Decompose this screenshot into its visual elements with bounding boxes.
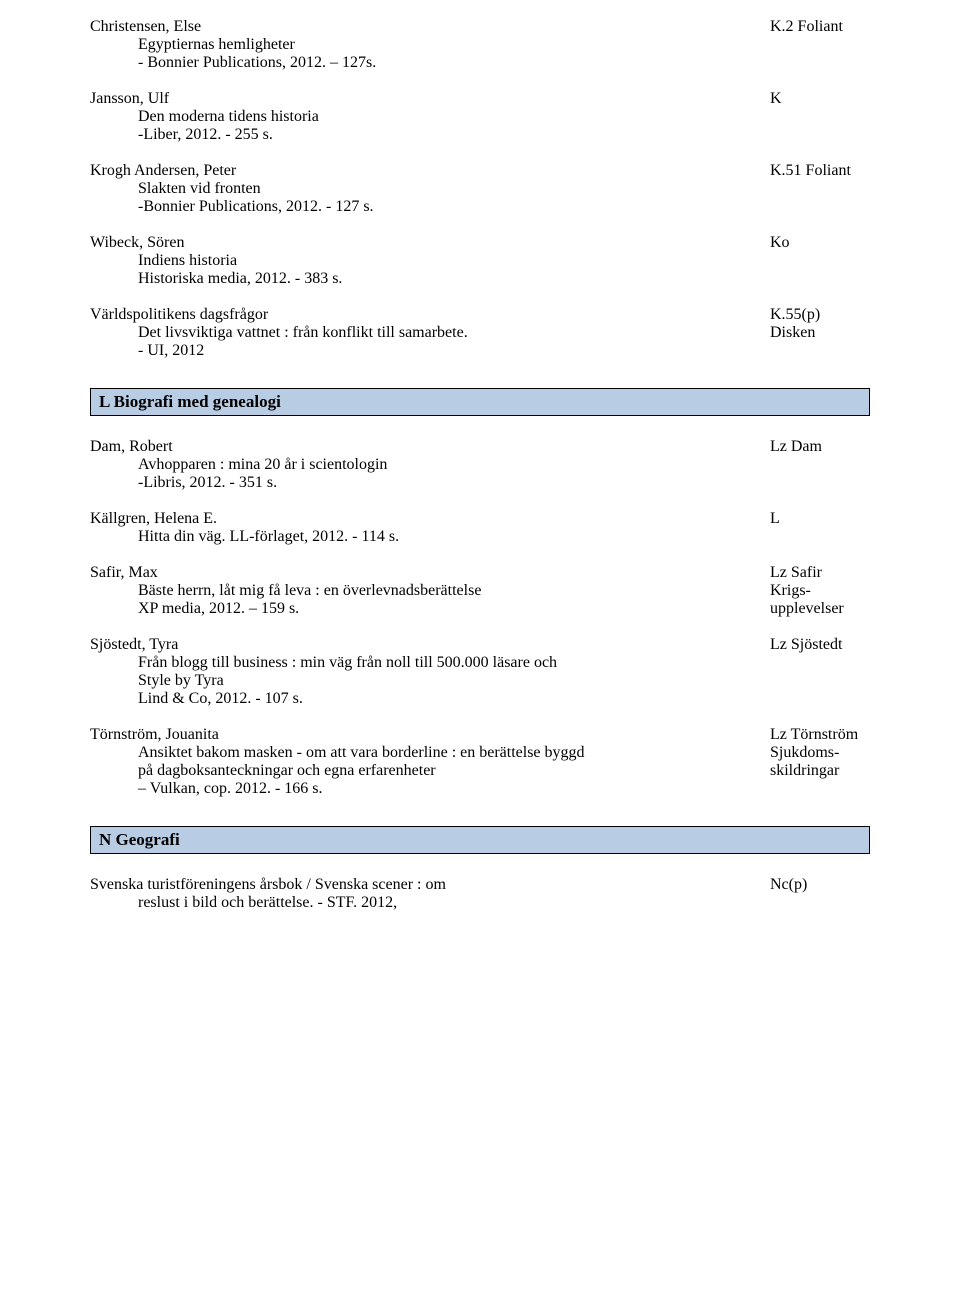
section-header-N: N Geografi <box>90 826 870 854</box>
entry-detail: reslust i bild och berättelse. - STF. 20… <box>90 894 870 912</box>
author: Jansson, Ulf <box>90 90 750 108</box>
entry-detail: XP media, 2012. – 159 s. <box>90 600 750 618</box>
classification-code: Krigs- <box>750 582 870 600</box>
entry-detail: Lind & Co, 2012. - 107 s. <box>90 690 870 708</box>
classification-code: Nc(p) <box>750 876 870 894</box>
classification-code: L <box>750 510 870 528</box>
classification-code: skildringar <box>750 762 870 780</box>
classification-code: Disken <box>750 324 870 342</box>
classification-code: Lz Dam <box>750 438 870 456</box>
entry-detail: -Bonnier Publications, 2012. - 127 s. <box>90 198 870 216</box>
author: Krogh Andersen, Peter <box>90 162 750 180</box>
author: Världspolitikens dagsfrågor <box>90 306 750 324</box>
classification-code: K.2 Foliant <box>750 18 870 36</box>
entry-detail: Egyptiernas hemligheter <box>90 36 870 54</box>
author: Törnström, Jouanita <box>90 726 750 744</box>
bib-entry: Världspolitikens dagsfrågor K.55(p) Det … <box>90 306 870 360</box>
entry-detail: -Libris, 2012. - 351 s. <box>90 474 870 492</box>
entry-detail: Style by Tyra <box>90 672 870 690</box>
bib-entry: Törnström, Jouanita Lz Törnström Ansikte… <box>90 726 870 798</box>
entry-detail: - Bonnier Publications, 2012. – 127s. <box>90 54 870 72</box>
author: Christensen, Else <box>90 18 750 36</box>
entry-detail: – Vulkan, cop. 2012. - 166 s. <box>90 780 870 798</box>
classification-code: K.55(p) <box>750 306 870 324</box>
classification-code: Lz Sjöstedt <box>750 636 870 654</box>
author: Svenska turistföreningens årsbok / Svens… <box>90 876 750 894</box>
section-header-L: L Biografi med genealogi <box>90 388 870 416</box>
entry-detail: Avhopparen : mina 20 år i scientologin <box>90 456 870 474</box>
classification-code: K <box>750 90 870 108</box>
bib-entry: Wibeck, Sören Ko Indiens historia Histor… <box>90 234 870 288</box>
entry-detail: Det livsviktiga vattnet : från konflikt … <box>90 324 750 342</box>
bib-entry: Dam, Robert Lz Dam Avhopparen : mina 20 … <box>90 438 870 492</box>
classification-code: Lz Safir <box>750 564 870 582</box>
classification-code: upplevelser <box>750 600 870 618</box>
bib-entry: Safir, Max Lz Safir Bäste herrn, låt mig… <box>90 564 870 618</box>
bib-entry: Jansson, Ulf K Den moderna tidens histor… <box>90 90 870 144</box>
entry-detail: - UI, 2012 <box>90 342 870 360</box>
author: Safir, Max <box>90 564 750 582</box>
entry-detail: på dagboksanteckningar och egna erfarenh… <box>90 762 750 780</box>
bib-entry: Källgren, Helena E. L Hitta din väg. LL-… <box>90 510 870 546</box>
entry-detail: Den moderna tidens historia <box>90 108 870 126</box>
classification-code: Sjukdoms- <box>750 744 870 762</box>
author: Dam, Robert <box>90 438 750 456</box>
entry-detail: -Liber, 2012. - 255 s. <box>90 126 870 144</box>
bib-entry: Krogh Andersen, Peter K.51 Foliant Slakt… <box>90 162 870 216</box>
author: Sjöstedt, Tyra <box>90 636 750 654</box>
entry-detail: Slakten vid fronten <box>90 180 870 198</box>
entry-detail: Indiens historia <box>90 252 870 270</box>
bib-entry: Svenska turistföreningens årsbok / Svens… <box>90 876 870 912</box>
bib-entry: Christensen, Else K.2 Foliant Egyptierna… <box>90 18 870 72</box>
entry-detail: Hitta din väg. LL-förlaget, 2012. - 114 … <box>90 528 870 546</box>
entry-detail: Från blogg till business : min väg från … <box>90 654 870 672</box>
author: Wibeck, Sören <box>90 234 750 252</box>
classification-code: Ko <box>750 234 870 252</box>
bib-entry: Sjöstedt, Tyra Lz Sjöstedt Från blogg ti… <box>90 636 870 708</box>
entry-detail: Ansiktet bakom masken - om att vara bord… <box>90 744 750 762</box>
author: Källgren, Helena E. <box>90 510 750 528</box>
entry-detail: Historiska media, 2012. - 383 s. <box>90 270 870 288</box>
classification-code: K.51 Foliant <box>750 162 870 180</box>
classification-code: Lz Törnström <box>750 726 870 744</box>
entry-detail: Bäste herrn, låt mig få leva : en överle… <box>90 582 750 600</box>
